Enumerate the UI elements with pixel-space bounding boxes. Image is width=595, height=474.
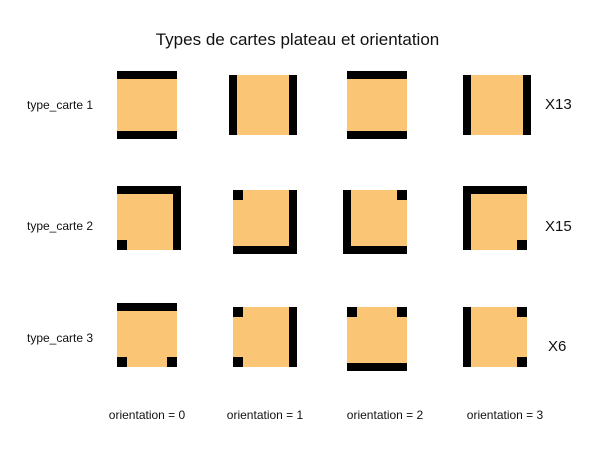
col-label-orientation-3: orientation = 3 (466, 408, 544, 422)
wall-left (229, 75, 237, 135)
wall-right (289, 190, 297, 254)
tile-type3-orientation-3 (463, 307, 527, 367)
tile-fill (347, 190, 407, 250)
tile-fill (233, 190, 293, 250)
corner-top-left (347, 307, 357, 317)
wall-left (463, 75, 471, 135)
wall-left (463, 186, 471, 250)
tile-type1-orientation-3 (463, 75, 531, 135)
col-label-orientation-0: orientation = 0 (108, 408, 186, 422)
tile-fill (347, 75, 407, 135)
count-type-3: X6 (548, 338, 567, 355)
corner-bottom-right (517, 357, 527, 367)
corner-bottom-left (117, 357, 127, 367)
row-label-type-3: type_carte 3 (27, 331, 94, 345)
tile-type1-orientation-1 (229, 75, 297, 135)
corner-bottom-right (517, 240, 527, 250)
wall-right (289, 75, 297, 135)
col-label-orientation-2: orientation = 2 (346, 408, 424, 422)
corner-top-right (517, 307, 527, 317)
wall-right (523, 75, 531, 135)
tile-type2-orientation-1 (233, 190, 297, 254)
tile-type1-orientation-0 (117, 71, 177, 139)
tile-fill (233, 307, 293, 367)
wall-bottom (347, 363, 407, 371)
wall-left (463, 307, 471, 367)
row-label-type-2: type_carte 2 (27, 219, 94, 233)
tile-type1-orientation-2 (347, 71, 407, 139)
wall-right (173, 186, 181, 250)
corner-bottom-left (233, 357, 243, 367)
col-label-orientation-1: orientation = 1 (226, 408, 304, 422)
tile-fill (117, 190, 177, 250)
tile-type2-orientation-2 (343, 190, 407, 254)
count-type-2: X15 (545, 218, 572, 235)
tile-fill (117, 75, 177, 135)
tile-type2-orientation-3 (463, 186, 527, 250)
wall-top (463, 186, 527, 194)
wall-right (289, 307, 297, 367)
diagram-title: Types de cartes plateau et orientation (155, 30, 440, 49)
tile-fill (233, 75, 293, 135)
corner-bottom-right (167, 357, 177, 367)
wall-top (347, 71, 407, 79)
wall-top (117, 71, 177, 79)
corner-top-left (233, 307, 243, 317)
count-type-1: X13 (545, 96, 572, 113)
wall-top (117, 186, 181, 194)
wall-bottom (343, 246, 407, 254)
wall-bottom (347, 131, 407, 139)
tile-type3-orientation-1 (233, 307, 297, 367)
corner-top-left (233, 190, 243, 200)
wall-left (343, 190, 351, 254)
tile-type2-orientation-0 (117, 186, 181, 250)
wall-bottom (117, 131, 177, 139)
tile-type3-orientation-0 (117, 303, 177, 367)
tile-fill (467, 75, 527, 135)
row-label-type-1: type_carte 1 (27, 98, 94, 112)
corner-top-right (397, 190, 407, 200)
wall-bottom (233, 246, 297, 254)
tile-type3-orientation-2 (347, 307, 407, 371)
tile-fill (347, 307, 407, 367)
corner-bottom-left (117, 240, 127, 250)
wall-top (117, 303, 177, 311)
corner-top-right (397, 307, 407, 317)
